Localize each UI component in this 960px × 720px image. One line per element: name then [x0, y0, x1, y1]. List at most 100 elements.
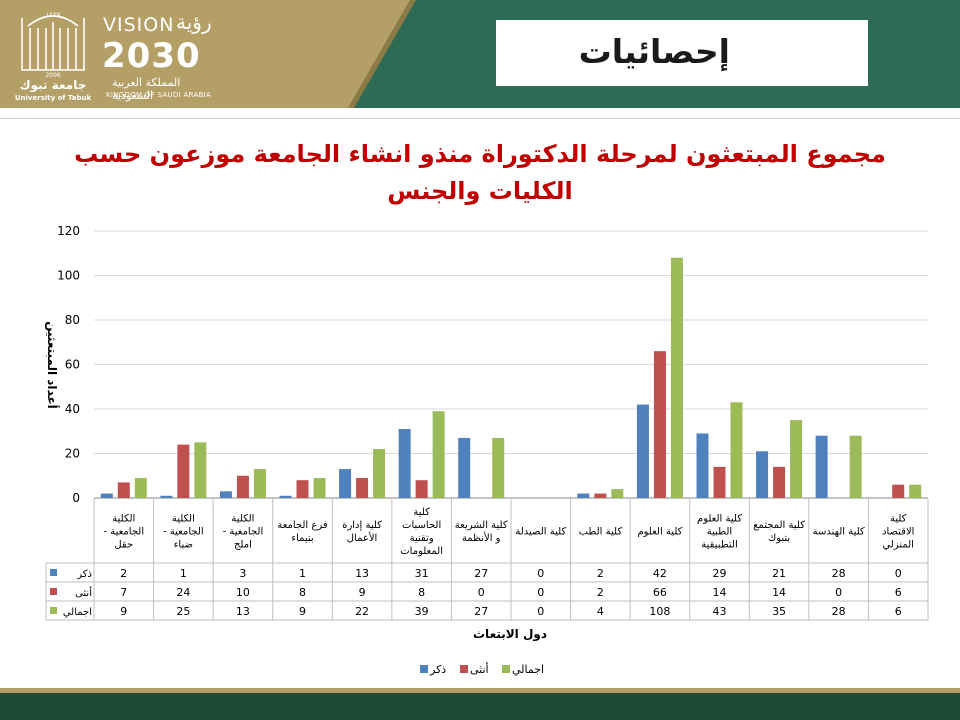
category-label: و الأنظمة — [462, 531, 501, 544]
bar-total — [730, 402, 743, 498]
bar-total — [611, 489, 624, 498]
category-label: الجامعية - — [223, 527, 264, 538]
data-label: 2 — [597, 567, 604, 580]
data-label: 21 — [772, 567, 786, 580]
data-label: 42 — [653, 567, 667, 580]
data-label: 6 — [895, 586, 902, 599]
bar-female — [296, 480, 309, 498]
y-tick-label: 60 — [65, 358, 80, 372]
category-label: الاقتصاد — [882, 527, 914, 538]
data-label: 108 — [649, 605, 670, 618]
data-label: 29 — [713, 567, 727, 580]
data-label: 0 — [478, 586, 485, 599]
series-name: ذكر — [76, 569, 92, 580]
bar-total — [373, 449, 386, 498]
data-label: 1 — [180, 567, 187, 580]
data-label: 0 — [537, 605, 544, 618]
series-key-swatch — [50, 588, 57, 595]
bar-female — [356, 477, 369, 498]
bar-male — [577, 493, 590, 498]
category-label: ضباء — [174, 540, 193, 551]
data-label: 6 — [895, 605, 902, 618]
vision-word: VISION — [103, 14, 175, 36]
category-label: الأعمال — [347, 531, 378, 544]
category-label: وتقنية — [410, 533, 434, 544]
category-label: المعلومات — [400, 546, 443, 557]
data-label: 7 — [120, 586, 127, 599]
footer-bar — [0, 688, 960, 720]
data-label: 24 — [176, 586, 190, 599]
category-label: بتبوك — [768, 533, 790, 544]
data-label: 0 — [895, 567, 902, 580]
category-label: كلية — [890, 514, 907, 525]
vision-2030-logo: VISION رؤية 2030 المملكة العربية السعودي… — [100, 8, 220, 102]
data-label: 14 — [772, 586, 786, 599]
y-tick-label: 100 — [57, 269, 80, 283]
bars — [100, 257, 922, 498]
chart-title: مجموع المبتعثون لمرحلة الدكتوراة منذو ان… — [74, 140, 886, 205]
legend-label: أنثى — [470, 662, 489, 676]
category-label: املج — [234, 540, 252, 551]
category-label: كلية — [413, 507, 430, 518]
bar-female — [177, 444, 190, 498]
data-label: 43 — [713, 605, 727, 618]
bar-total — [134, 477, 147, 498]
category-label: المنزلي — [882, 540, 914, 551]
data-label: 0 — [537, 586, 544, 599]
bar-female — [236, 475, 249, 498]
bar-male — [160, 495, 173, 498]
bar-male — [339, 469, 352, 498]
y-tick-label: 0 — [72, 491, 80, 505]
bar-male — [756, 451, 769, 498]
y-tick-label: 80 — [65, 313, 80, 327]
data-label: 8 — [418, 586, 425, 599]
kingdom-name-en: KINGDOM OF SAUDI ARABIA — [106, 91, 212, 99]
bar-male — [100, 493, 113, 498]
data-label: 10 — [236, 586, 250, 599]
data-label: 4 — [597, 605, 604, 618]
category-label: الكلية — [231, 514, 254, 525]
data-label: 66 — [653, 586, 667, 599]
data-label: 35 — [772, 605, 786, 618]
bar-female — [713, 466, 726, 498]
university-logo: ١٤٢٧ 2006 جامعة تبوك University of Tabuk — [8, 8, 98, 102]
data-label: 1 — [299, 567, 306, 580]
data-label: 14 — [713, 586, 727, 599]
data-label: 13 — [236, 605, 250, 618]
category-label: الجامعية - — [163, 527, 204, 538]
category-label: الكلية — [172, 514, 195, 525]
bar-female — [653, 351, 666, 498]
data-label: 0 — [537, 567, 544, 580]
bar-male — [696, 433, 709, 498]
series-name: اجمالي — [63, 607, 92, 618]
bar-total — [432, 411, 445, 498]
page-title: إحصائيات — [578, 32, 730, 71]
series-name: أنثى — [75, 586, 92, 599]
bar-male — [219, 491, 232, 498]
data-label: 9 — [299, 605, 306, 618]
grid-lines — [94, 230, 928, 499]
category-label: كلية المجتمع — [753, 520, 805, 531]
category-label: الكلية — [112, 514, 135, 525]
bar-total — [790, 420, 803, 498]
bar-female — [892, 484, 905, 498]
data-label: 28 — [832, 567, 846, 580]
bar-total — [253, 469, 266, 498]
category-label: كلية الهندسة — [813, 527, 865, 538]
vision-arabic: رؤية — [176, 10, 212, 34]
category-label: كلية العلوم — [697, 514, 742, 525]
category-label: التطبيقية — [701, 540, 738, 551]
bar-total — [313, 477, 326, 498]
series-key-swatch — [50, 607, 57, 614]
data-label: 8 — [299, 586, 306, 599]
bar-female — [415, 480, 428, 498]
category-label: فرع الجامعة — [277, 520, 328, 531]
bar-male — [636, 404, 649, 498]
data-label: 28 — [832, 605, 846, 618]
bar-male — [815, 435, 828, 498]
university-name-en: University of Tabuk — [15, 94, 92, 102]
category-label: كلية إدارة — [342, 520, 382, 531]
bar-male — [279, 495, 292, 498]
